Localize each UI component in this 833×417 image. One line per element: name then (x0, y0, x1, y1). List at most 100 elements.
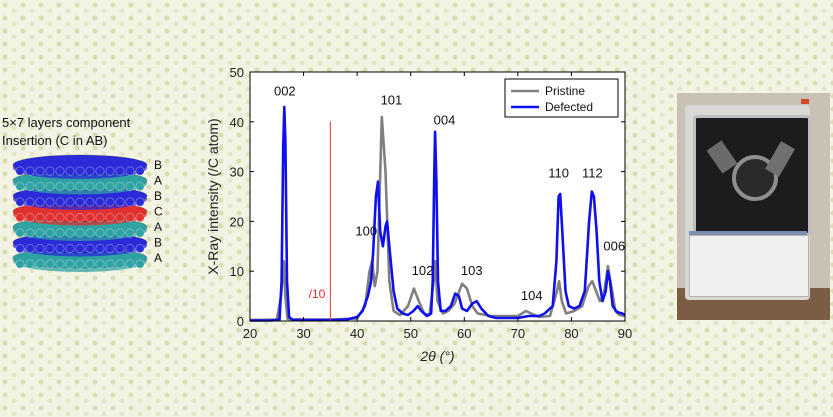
layer-atom (75, 181, 85, 192)
y-tick-label: 50 (230, 65, 244, 80)
layer-atom (85, 181, 95, 192)
layer-atom (15, 259, 25, 269)
layer-atom (35, 181, 45, 192)
layer-atom (115, 228, 125, 238)
layer-atom (75, 166, 85, 176)
x-axis-label: 2θ (°) (419, 348, 454, 364)
x-tick-label: 40 (350, 326, 364, 341)
layer-atom (45, 259, 55, 269)
layer-atom (65, 181, 75, 192)
layer-atom (55, 228, 65, 238)
layer-atom (65, 197, 75, 207)
layer-atom (45, 181, 55, 192)
y-tick-label: 10 (230, 264, 244, 279)
x-tick-label: 50 (403, 326, 417, 341)
layer-atom (105, 243, 115, 254)
diffractometer-photo (677, 93, 830, 320)
x-tick-label: 60 (457, 326, 471, 341)
layer-atom (65, 166, 75, 176)
layer-atom (25, 166, 35, 176)
peak-label: 104 (521, 288, 543, 303)
layer-atom (15, 212, 25, 223)
layer-label: C (154, 205, 163, 219)
layer-atom (25, 212, 35, 223)
y-tick-label: 20 (230, 214, 244, 229)
layer-atom (15, 243, 25, 254)
layer-atom (55, 181, 65, 192)
layer-atom (85, 259, 95, 269)
layer-atom (25, 243, 35, 254)
layer-atom (125, 259, 135, 269)
layer-atom (85, 243, 95, 254)
x-tick-label: 80 (564, 326, 578, 341)
layer-atom (25, 228, 35, 238)
layer-atom (65, 243, 75, 254)
layer-atom (115, 212, 125, 223)
divider-label: /10 (309, 287, 326, 301)
layer-atom (35, 166, 45, 176)
x-tick-label: 20 (243, 326, 257, 341)
layer-atom (125, 243, 135, 254)
layer-atom (105, 228, 115, 238)
layer-atom (15, 228, 25, 238)
layer-atom (65, 228, 75, 238)
layer-atom (15, 197, 25, 207)
layer-atom (125, 212, 135, 223)
layer-label: B (154, 158, 162, 172)
peak-label: 112 (582, 166, 603, 181)
layer-atom (105, 212, 115, 223)
x-tick-label: 70 (511, 326, 525, 341)
y-tick-label: 0 (237, 314, 244, 329)
layer-atom (65, 212, 75, 223)
layer-atom (115, 197, 125, 207)
layer-atom (35, 228, 45, 238)
layer-atom (75, 212, 85, 223)
layer-atom (85, 212, 95, 223)
layer-atom (95, 166, 105, 176)
layer-atom (55, 212, 65, 223)
layer-atom (45, 228, 55, 238)
legend-box (504, 78, 619, 118)
peak-label: 004 (434, 112, 456, 127)
peak-label: 101 (381, 92, 403, 107)
layer-atom (55, 197, 65, 207)
schematic-title-line1: 5×7 layers component (2, 115, 131, 130)
layer-atom (75, 259, 85, 269)
layer-atom (95, 228, 105, 238)
layer-atom (95, 259, 105, 269)
layer-atom (25, 197, 35, 207)
layer-atom (25, 181, 35, 192)
layer-atom (105, 197, 115, 207)
layer-atom (45, 212, 55, 223)
layer-atom (85, 228, 95, 238)
layer-atom (125, 166, 135, 176)
layer-atom (95, 212, 105, 223)
layer-label: A (154, 220, 162, 234)
peak-label: 110 (548, 166, 569, 181)
layer-atom (25, 259, 35, 269)
layer-atom (135, 181, 145, 192)
layer-stack-schematic: 5×7 layers component Insertion (C in AB)… (2, 115, 163, 272)
layer-atom (75, 197, 85, 207)
layer-label: B (154, 189, 162, 203)
layer-atom (85, 166, 95, 176)
layer-atom (105, 166, 115, 176)
layer-atom (125, 197, 135, 207)
y-tick-label: 30 (230, 165, 244, 180)
layer-atom (95, 181, 105, 192)
layer-atom (125, 181, 135, 192)
layer-label: B (154, 236, 162, 250)
peak-label: 100 (355, 223, 377, 238)
peak-label: 002 (274, 83, 296, 98)
legend-label-pristine: Pristine (545, 84, 585, 98)
x-tick-label: 90 (618, 326, 632, 341)
legend-label-defected: Defected (545, 100, 593, 114)
layer-atom (75, 243, 85, 254)
y-tick-label: 40 (230, 115, 244, 130)
layer-atom (55, 166, 65, 176)
layer-atom (55, 259, 65, 269)
layer-atom (115, 259, 125, 269)
y-axis-label: X-Ray intensity (/C atom) (205, 118, 221, 274)
layer-atom (35, 243, 45, 254)
